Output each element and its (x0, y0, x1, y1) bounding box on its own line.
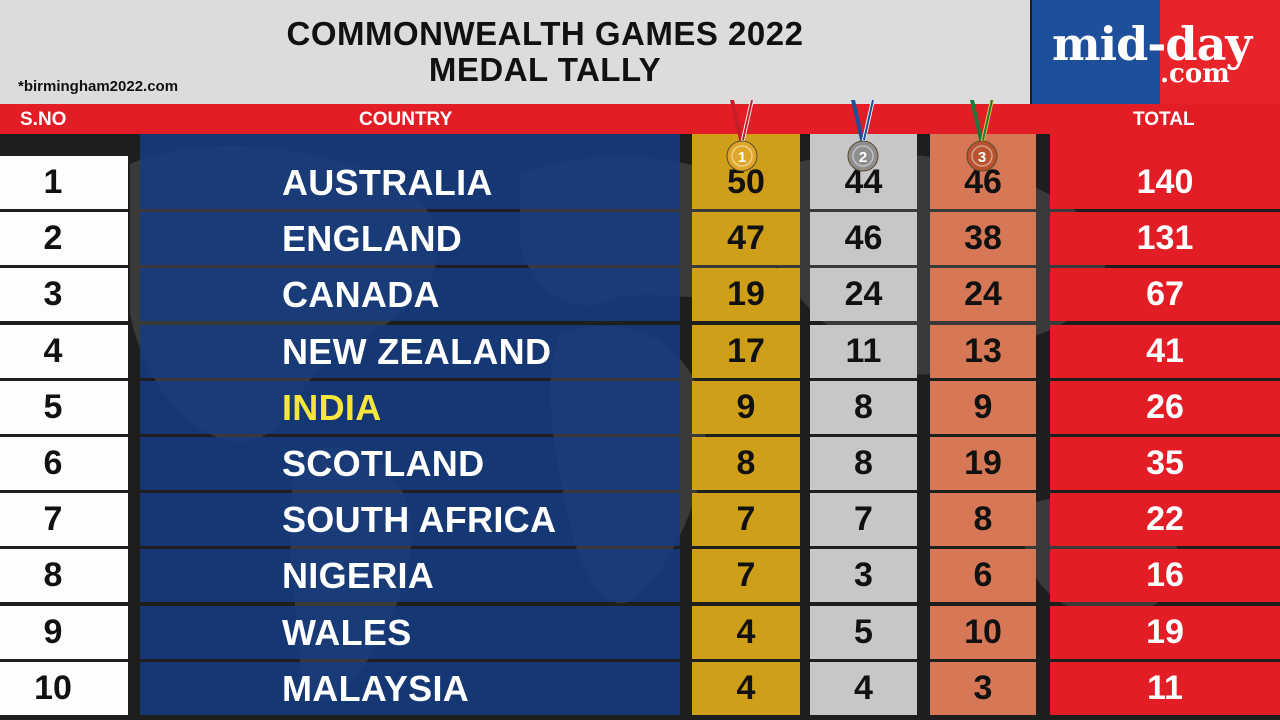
total-count-cell: 22 (1050, 493, 1280, 546)
total-column-top (1050, 134, 1280, 156)
country-cell: MALAYSIA (140, 662, 680, 715)
medal-number-label: 2 (859, 149, 867, 166)
total-count-cell: 140 (1050, 156, 1280, 209)
gold-count-cell: 7 (692, 493, 800, 546)
rank-cell: 5 (0, 381, 128, 434)
gold-count-cell: 4 (692, 662, 800, 715)
title-line-2: MEDAL TALLY (428, 51, 662, 88)
country-column-top (140, 134, 680, 156)
sno-header: S.NO (20, 109, 67, 130)
table-row: 5 INDIA 9 8 9 26 (0, 381, 1280, 434)
gold-count-cell: 8 (692, 437, 800, 490)
total-count-cell: 16 (1050, 549, 1280, 602)
table-row: 3 CANADA 19 24 24 67 (0, 268, 1280, 321)
table-row: 1 AUSTRALIA 50 44 46 140 (0, 156, 1280, 209)
country-cell: AUSTRALIA (140, 156, 680, 209)
rank-cell: 1 (0, 156, 128, 209)
silver-count-cell: 24 (810, 268, 917, 321)
medal-number-label: 3 (978, 149, 986, 166)
bronze-count-cell: 19 (930, 437, 1036, 490)
gold-count-cell: 47 (692, 212, 800, 265)
silver-count-cell: 7 (810, 493, 917, 546)
gold-medal-icon: 1 (726, 100, 758, 172)
column-header-strip: S.NO COUNTRY TOTAL (0, 104, 1280, 134)
bronze-count-cell: 8 (930, 493, 1036, 546)
bronze-count-cell: 38 (930, 212, 1036, 265)
gold-count-cell: 4 (692, 606, 800, 659)
country-cell: NEW ZEALAND (140, 325, 680, 378)
country-cell: NIGERIA (140, 549, 680, 602)
silver-count-cell: 11 (810, 325, 917, 378)
logo-sub-text: .com (1160, 59, 1230, 89)
total-count-cell: 67 (1050, 268, 1280, 321)
silver-count-cell: 8 (810, 437, 917, 490)
country-cell: ENGLAND (140, 212, 680, 265)
silver-count-cell: 4 (810, 662, 917, 715)
bronze-count-cell: 9 (930, 381, 1036, 434)
silver-count-cell: 8 (810, 381, 917, 434)
rank-cell: 7 (0, 493, 128, 546)
country-cell: CANADA (140, 268, 680, 321)
total-header: TOTAL (1133, 109, 1195, 130)
total-count-cell: 41 (1050, 325, 1280, 378)
gold-count-cell: 17 (692, 325, 800, 378)
table-row: 8 NIGERIA 7 3 6 16 (0, 549, 1280, 602)
total-count-cell: 19 (1050, 606, 1280, 659)
bronze-count-cell: 3 (930, 662, 1036, 715)
bronze-count-cell: 10 (930, 606, 1036, 659)
country-cell: SOUTH AFRICA (140, 493, 680, 546)
gold-count-cell: 9 (692, 381, 800, 434)
gold-count-cell: 19 (692, 268, 800, 321)
table-row: 9 WALES 4 5 10 19 (0, 606, 1280, 659)
country-header: COUNTRY (359, 109, 453, 130)
country-cell: INDIA (140, 381, 680, 434)
header-panel: COMMONWEALTH GAMES 2022 MEDAL TALLY *bir… (0, 0, 1030, 104)
silver-count-cell: 46 (810, 212, 917, 265)
table-row: 4 NEW ZEALAND 17 11 13 41 (0, 325, 1280, 378)
total-count-cell: 35 (1050, 437, 1280, 490)
table-row: 2 ENGLAND 47 46 38 131 (0, 212, 1280, 265)
rank-cell: 6 (0, 437, 128, 490)
total-count-cell: 11 (1050, 662, 1280, 715)
bronze-count-cell: 13 (930, 325, 1036, 378)
rank-cell: 3 (0, 268, 128, 321)
gold-count-cell: 50 (692, 156, 800, 209)
rank-cell: 8 (0, 549, 128, 602)
rank-cell: 4 (0, 325, 128, 378)
silver-count-cell: 3 (810, 549, 917, 602)
source-note: *birmingham2022.com (18, 78, 179, 95)
total-count-cell: 26 (1050, 381, 1280, 434)
gold-count-cell: 7 (692, 549, 800, 602)
medal-number-label: 1 (738, 149, 746, 166)
silver-medal-icon: 2 (847, 100, 879, 172)
country-cell: WALES (140, 606, 680, 659)
rank-cell: 10 (0, 662, 128, 715)
rank-cell: 2 (0, 212, 128, 265)
mid-day-logo: mid-day .com (1032, 0, 1280, 104)
country-cell: SCOTLAND (140, 437, 680, 490)
silver-count-cell: 5 (810, 606, 917, 659)
table-row: 7 SOUTH AFRICA 7 7 8 22 (0, 493, 1280, 546)
bronze-medal-icon: 3 (966, 100, 998, 172)
total-count-cell: 131 (1050, 212, 1280, 265)
table-row: 10 MALAYSIA 4 4 3 11 (0, 662, 1280, 715)
table-row: 6 SCOTLAND 8 8 19 35 (0, 437, 1280, 490)
bronze-count-cell: 6 (930, 549, 1036, 602)
title-line-1: COMMONWEALTH GAMES 2022 (286, 15, 804, 52)
logo-main-text: mid-day (1052, 17, 1252, 71)
bronze-count-cell: 24 (930, 268, 1036, 321)
rank-cell: 9 (0, 606, 128, 659)
